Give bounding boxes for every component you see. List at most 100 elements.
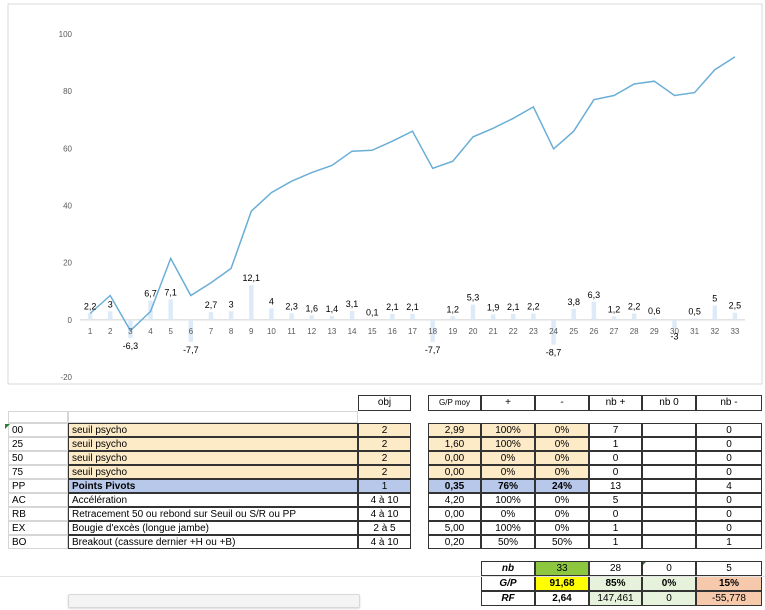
summary-nb-total[interactable]: 33 [535,561,589,576]
row-6-nbp[interactable]: 0 [589,507,642,521]
row-3-label[interactable]: seuil psycho [68,465,358,479]
row-8-minus[interactable]: 50% [535,535,589,549]
row-8-nbp[interactable]: 1 [589,535,642,549]
row-6-nbm[interactable]: 0 [696,507,762,521]
row-1-nb0[interactable] [642,437,696,451]
row-7-plus[interactable]: 100% [481,521,535,535]
header-obj[interactable]: obj [358,395,411,411]
row-2-obj[interactable]: 2 [358,451,411,465]
row-1-gp[interactable]: 1,60 [428,437,481,451]
summary-gp-total[interactable]: 91,68 [535,576,589,591]
row-3-plus[interactable]: 0% [481,465,535,479]
row-3-code[interactable]: 75 [8,465,68,479]
row-6-minus[interactable]: 0% [535,507,589,521]
summary-gp-zero[interactable]: 0% [642,576,696,591]
summary-nb-label[interactable]: nb [481,561,535,576]
summary-nb-plus[interactable]: 28 [589,561,642,576]
row-5-nbp[interactable]: 5 [589,493,642,507]
row-6-nb0[interactable] [642,507,696,521]
row-0-minus[interactable]: 0% [535,423,589,437]
row-5-plus[interactable]: 100% [481,493,535,507]
row-6-plus[interactable]: 0% [481,507,535,521]
row-3-minus[interactable]: 0% [535,465,589,479]
header-nb-plus[interactable]: nb + [589,395,642,411]
header-gp-moy[interactable]: G/P moy [428,395,481,411]
summary-rf-zero[interactable]: 0 [642,591,696,606]
row-6-gp[interactable]: 0,00 [428,507,481,521]
row-3-gp[interactable]: 0,00 [428,465,481,479]
summary-gp-label[interactable]: G/P [481,576,535,591]
row-3-obj[interactable]: 2 [358,465,411,479]
row-6-label[interactable]: Retracement 50 ou rebond sur Seuil ou S/… [68,507,358,521]
row-8-nb0[interactable] [642,535,696,549]
header-plus[interactable]: + [481,395,535,411]
row-6-code[interactable]: RB [8,507,68,521]
row-7-label[interactable]: Bougie d'excès (longue jambe) [68,521,358,535]
row-4-nbp[interactable]: 13 [589,479,642,493]
summary-nb-zero[interactable]: 0 [642,561,696,576]
row-4-obj[interactable]: 1 [358,479,411,493]
row-1-code[interactable]: 25 [8,437,68,451]
row-2-gp[interactable]: 0,00 [428,451,481,465]
summary-rf-plus[interactable]: 147,461 [589,591,642,606]
row-8-obj[interactable]: 4 à 10 [358,535,411,549]
row-0-gp[interactable]: 2,99 [428,423,481,437]
row-2-nbp[interactable]: 0 [589,451,642,465]
row-5-nb0[interactable] [642,493,696,507]
row-4-nb0[interactable] [642,479,696,493]
row-4-nbm[interactable]: 4 [696,479,762,493]
row-4-label[interactable]: Points Pivots [68,479,358,493]
row-7-nbm[interactable]: 0 [696,521,762,535]
row-5-gp[interactable]: 4,20 [428,493,481,507]
row-0-label[interactable]: seuil psycho [68,423,358,437]
row-1-nbm[interactable]: 0 [696,437,762,451]
row-0-plus[interactable]: 100% [481,423,535,437]
row-4-minus[interactable]: 24% [535,479,589,493]
row-1-minus[interactable]: 0% [535,437,589,451]
empty-cell[interactable] [68,411,358,423]
row-2-plus[interactable]: 0% [481,451,535,465]
summary-nb-minus[interactable]: 5 [696,561,762,576]
row-7-minus[interactable]: 0% [535,521,589,535]
row-8-plus[interactable]: 50% [481,535,535,549]
header-minus[interactable]: - [535,395,589,411]
row-5-code[interactable]: AC [8,493,68,507]
summary-gp-minus[interactable]: 15% [696,576,762,591]
summary-rf-label[interactable]: RF [481,591,535,606]
row-8-label[interactable]: Breakout (cassure dernier +H ou +B) [68,535,358,549]
row-4-code[interactable]: PP [8,479,68,493]
row-3-nbp[interactable]: 0 [589,465,642,479]
row-5-label[interactable]: Accélération [68,493,358,507]
empty-cell[interactable] [8,411,68,423]
summary-rf-total[interactable]: 2,64 [535,591,589,606]
row-2-code[interactable]: 50 [8,451,68,465]
row-3-nb0[interactable] [642,465,696,479]
row-5-obj[interactable]: 4 à 10 [358,493,411,507]
row-0-obj[interactable]: 2 [358,423,411,437]
horizontal-scrollbar[interactable] [68,594,360,608]
row-7-obj[interactable]: 2 à 5 [358,521,411,535]
row-7-gp[interactable]: 5,00 [428,521,481,535]
row-2-minus[interactable]: 0% [535,451,589,465]
row-7-code[interactable]: EX [8,521,68,535]
row-1-plus[interactable]: 100% [481,437,535,451]
row-1-label[interactable]: seuil psycho [68,437,358,451]
header-nb-0[interactable]: nb 0 [642,395,696,411]
row-8-code[interactable]: BO [8,535,68,549]
row-5-minus[interactable]: 0% [535,493,589,507]
row-0-code[interactable]: 00 [8,423,68,437]
row-8-gp[interactable]: 0,20 [428,535,481,549]
summary-gp-plus[interactable]: 85% [589,576,642,591]
row-0-nbm[interactable]: 0 [696,423,762,437]
row-2-label[interactable]: seuil psycho [68,451,358,465]
row-0-nb0[interactable] [642,423,696,437]
row-5-nbm[interactable]: 0 [696,493,762,507]
row-3-nbm[interactable]: 0 [696,465,762,479]
row-6-obj[interactable]: 4 à 10 [358,507,411,521]
row-1-obj[interactable]: 2 [358,437,411,451]
row-7-nb0[interactable] [642,521,696,535]
row-7-nbp[interactable]: 1 [589,521,642,535]
row-2-nb0[interactable] [642,451,696,465]
header-nb-minus[interactable]: nb - [696,395,762,411]
row-0-nbp[interactable]: 7 [589,423,642,437]
